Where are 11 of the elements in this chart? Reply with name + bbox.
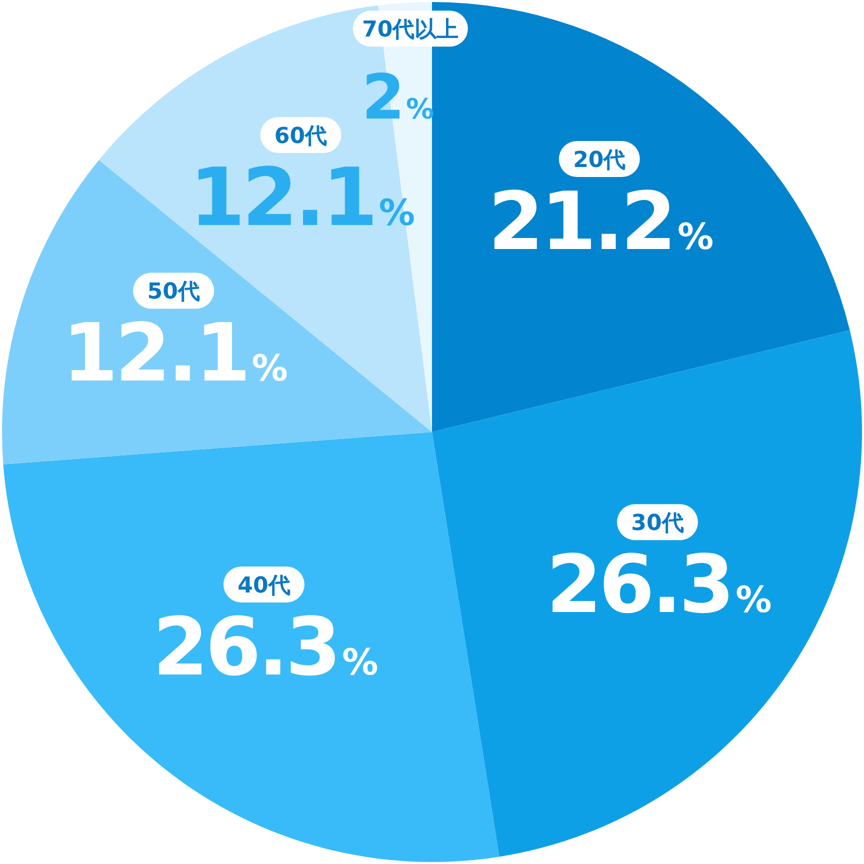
data-label: 12.1% — [190, 151, 414, 244]
data-label: 26.3% — [546, 538, 771, 632]
slice-label: 70代以上 — [362, 18, 459, 43]
slice-label: 30代 — [631, 511, 684, 536]
slice-label: 20代 — [573, 148, 626, 173]
data-label: 12.1% — [62, 306, 287, 400]
slice-label: 50代 — [147, 280, 200, 305]
slice-label: 40代 — [238, 573, 290, 598]
slice-label: 60代 — [274, 124, 328, 150]
data-label: 21.2% — [488, 174, 713, 268]
data-label: 26.3% — [152, 600, 378, 694]
